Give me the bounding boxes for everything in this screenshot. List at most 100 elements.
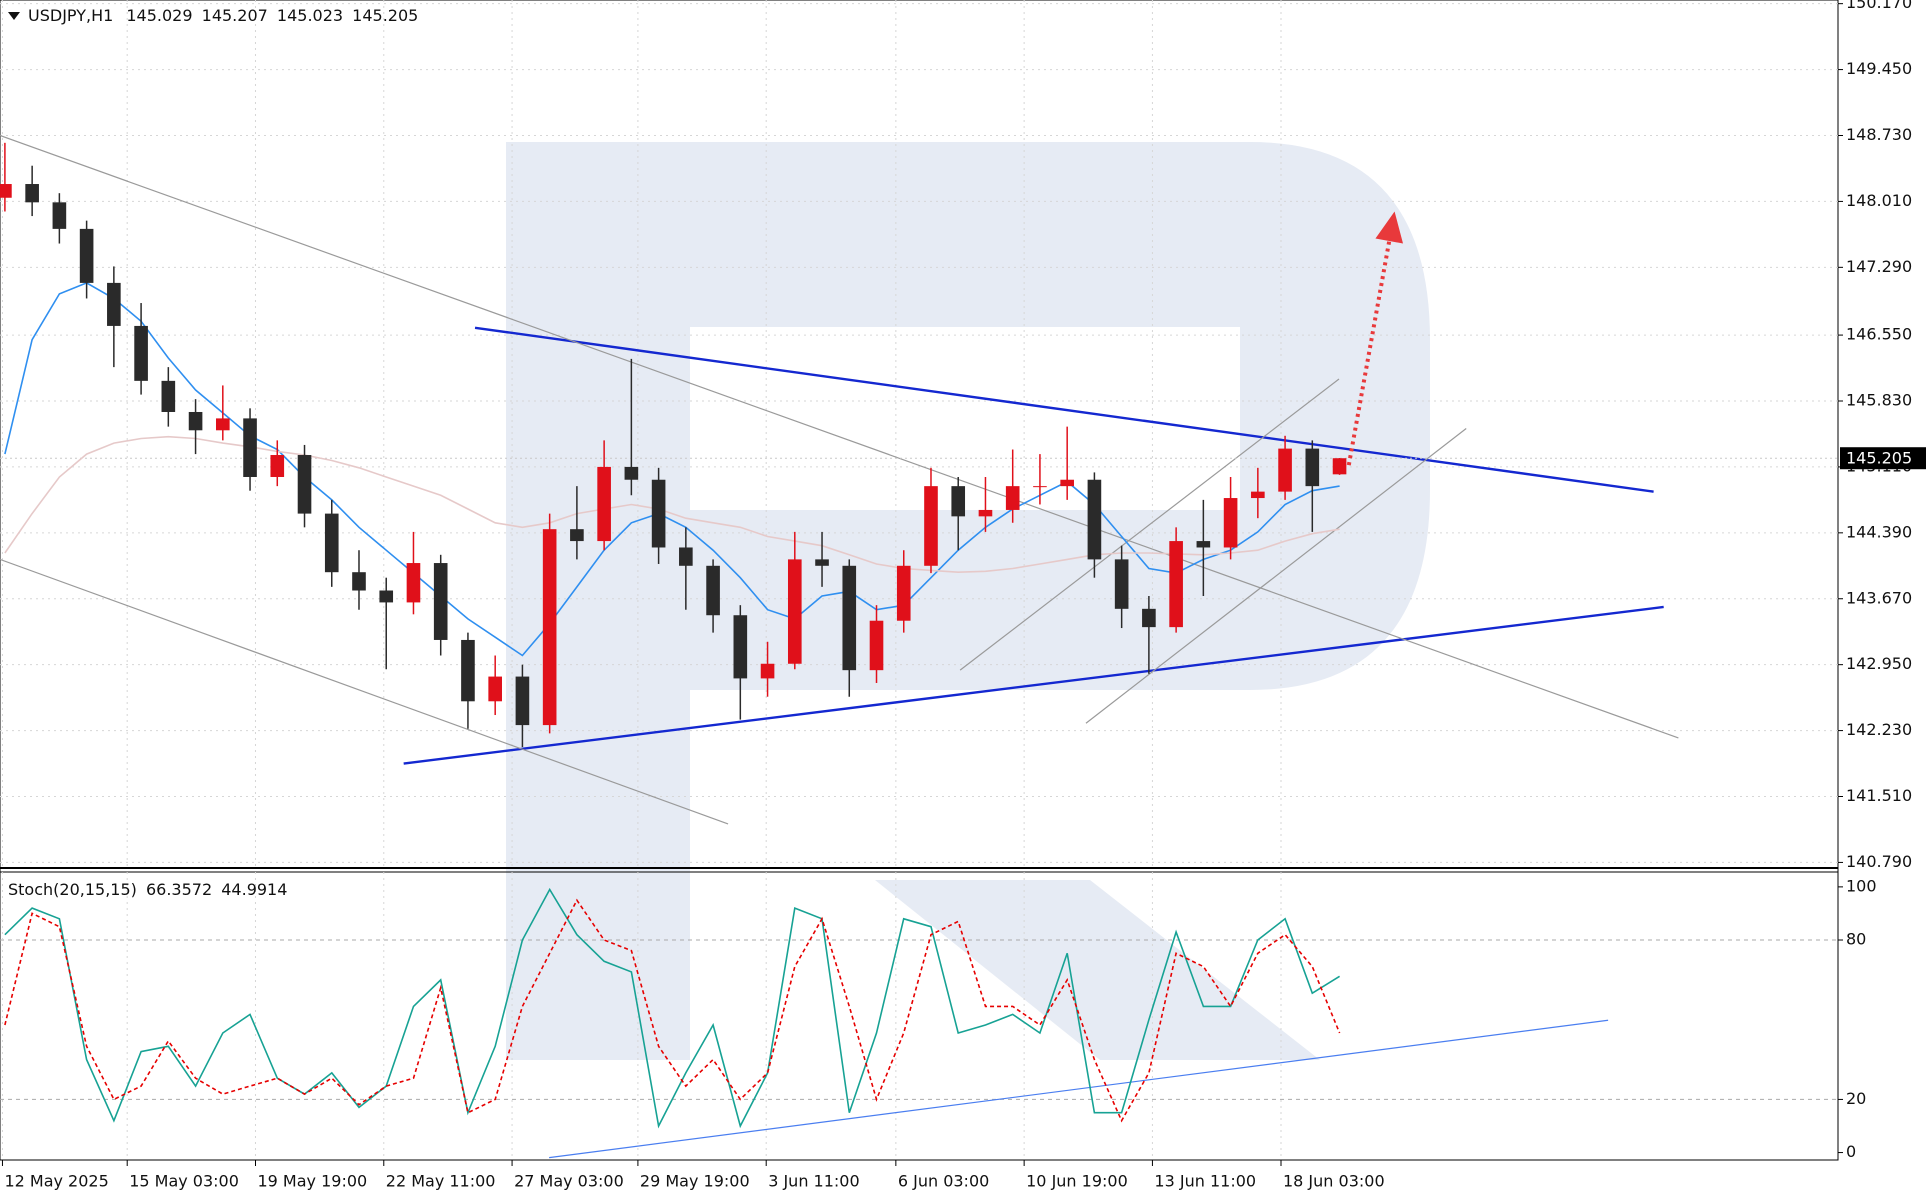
x-tick-label: 19 May 19:00 bbox=[257, 1172, 367, 1191]
candle-body bbox=[1060, 479, 1074, 487]
candle-body bbox=[79, 228, 94, 283]
candle-body bbox=[1251, 491, 1265, 499]
candle-body bbox=[815, 559, 829, 566]
watermark bbox=[506, 142, 1430, 1060]
trendline bbox=[549, 1019, 1609, 1159]
layer bbox=[0, 142, 1347, 1129]
x-tick-label: 10 Jun 19:00 bbox=[1026, 1172, 1128, 1191]
candle-body bbox=[542, 529, 557, 726]
x-tick-label: 15 May 03:00 bbox=[129, 1172, 239, 1191]
ohlc-low: 145.023 bbox=[277, 6, 343, 25]
ohlc-open: 145.029 bbox=[126, 6, 192, 25]
candle-body bbox=[679, 547, 693, 566]
trendline bbox=[1085, 427, 1467, 724]
candle-body bbox=[161, 380, 176, 412]
candle-body bbox=[0, 184, 12, 198]
chart-header: USDJPY,H1 145.029 145.207 145.023 145.20… bbox=[28, 6, 418, 25]
candle-body bbox=[324, 513, 339, 573]
candle-body bbox=[433, 563, 448, 640]
layer bbox=[0, 0, 1838, 1160]
indicator-line bbox=[4, 898, 1341, 1123]
candle-body bbox=[896, 565, 911, 621]
candle-body bbox=[270, 455, 285, 477]
candle-body bbox=[107, 282, 121, 326]
ohlc-high: 145.207 bbox=[202, 6, 268, 25]
candle-body bbox=[1087, 479, 1102, 560]
y-tick-label: 100 bbox=[1846, 876, 1877, 895]
candle-body bbox=[760, 663, 775, 679]
x-tick-label: 13 Jun 11:00 bbox=[1154, 1172, 1256, 1191]
candle-body bbox=[515, 676, 530, 726]
candle-body bbox=[379, 590, 394, 603]
candle-body bbox=[1005, 486, 1020, 510]
stoch-main-value: 66.3572 bbox=[146, 880, 212, 899]
trendline bbox=[474, 326, 1654, 493]
indicator-header: Stoch(20,15,15) 66.3572 44.9914 bbox=[8, 880, 287, 899]
y-tick-label: 0 bbox=[1846, 1142, 1856, 1161]
y-tick-label: 146.550 bbox=[1846, 325, 1912, 344]
candle-body bbox=[25, 184, 39, 203]
candle-body bbox=[1169, 541, 1183, 628]
menu-triangle[interactable] bbox=[8, 12, 20, 20]
candle-body bbox=[1114, 559, 1129, 609]
symbol-title: USDJPY,H1 bbox=[28, 6, 113, 25]
candle-body bbox=[1223, 498, 1238, 548]
y-tick-label: 150.170 bbox=[1846, 0, 1912, 12]
indicator-line bbox=[4, 887, 1341, 1129]
forecast-arrow-shaft bbox=[1346, 240, 1392, 466]
x-tick-label: 6 Jun 03:00 bbox=[898, 1172, 989, 1191]
y-tick-label: 20 bbox=[1846, 1089, 1866, 1108]
candle-body bbox=[978, 509, 993, 517]
candle-body bbox=[597, 466, 611, 542]
current-price-box bbox=[1840, 447, 1926, 470]
y-tick-label: 149.450 bbox=[1846, 59, 1912, 78]
y-tick-label: 141.510 bbox=[1846, 786, 1912, 805]
trendline bbox=[403, 605, 1664, 765]
candle-body bbox=[297, 455, 312, 514]
candle-body bbox=[869, 620, 884, 671]
y-tick-label: 148.730 bbox=[1846, 125, 1912, 144]
plot-frame bbox=[0, 0, 1839, 1161]
candle-body bbox=[924, 486, 938, 566]
y-tick-label: 142.230 bbox=[1846, 720, 1912, 739]
y-tick-label: 80 bbox=[1846, 930, 1866, 949]
y-tick-label: 147.290 bbox=[1846, 257, 1912, 276]
trendline bbox=[959, 378, 1340, 671]
y-tick-label: 145.830 bbox=[1846, 390, 1912, 409]
candle-body bbox=[461, 639, 475, 702]
current-price-label: 145.205 bbox=[1846, 449, 1912, 468]
candle-body bbox=[1033, 486, 1047, 488]
candle-body bbox=[488, 676, 502, 702]
candle-body bbox=[706, 565, 720, 616]
candle-body bbox=[1305, 448, 1320, 487]
forecast-arrow-head bbox=[1375, 211, 1404, 244]
candle-body bbox=[188, 411, 203, 431]
indicator-line bbox=[4, 435, 1340, 574]
y-tick-label: 143.670 bbox=[1846, 588, 1912, 607]
candle-body bbox=[624, 466, 639, 480]
x-tick-label: 3 Jun 11:00 bbox=[768, 1172, 859, 1191]
y-tick-label: 148.010 bbox=[1846, 191, 1912, 210]
candle-body bbox=[951, 486, 966, 517]
y-tick-label: 144.390 bbox=[1846, 522, 1912, 541]
candle-body bbox=[406, 563, 421, 603]
trendline bbox=[0, 558, 729, 825]
y-tick-label: 140.790 bbox=[1846, 852, 1912, 871]
x-tick-label: 22 May 11:00 bbox=[386, 1172, 496, 1191]
candle-body bbox=[52, 202, 67, 229]
trendline bbox=[0, 134, 1679, 739]
ohlc-close: 145.205 bbox=[352, 6, 418, 25]
x-tick-label: 18 Jun 03:00 bbox=[1283, 1172, 1385, 1191]
candle-body bbox=[1332, 458, 1347, 475]
y-tick-label: 142.950 bbox=[1846, 654, 1912, 673]
candle-body bbox=[570, 529, 584, 542]
candle-body bbox=[787, 559, 802, 664]
indicator-line bbox=[4, 282, 1340, 657]
indicator-title: Stoch(20,15,15) bbox=[8, 880, 137, 899]
candle-body bbox=[1196, 541, 1211, 548]
candle-body bbox=[352, 572, 366, 591]
candle-body bbox=[1142, 608, 1156, 628]
